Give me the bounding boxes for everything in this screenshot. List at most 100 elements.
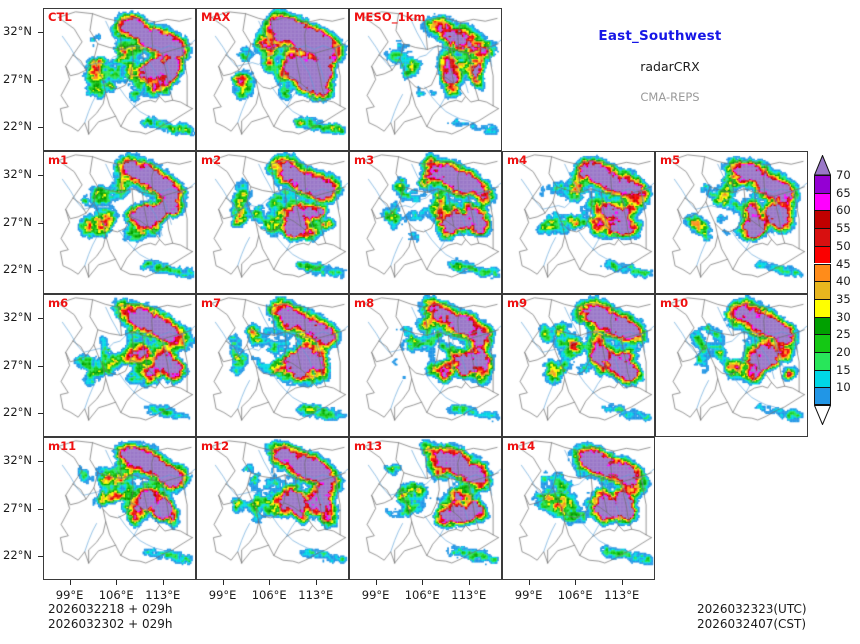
init-time-line-2: 2026032302 + 029h	[48, 617, 173, 631]
y-axis-tick	[38, 31, 43, 33]
colorbar-tick-label: 10	[836, 380, 851, 395]
x-axis-tick	[528, 580, 530, 585]
reflectivity-field	[44, 438, 195, 579]
reflectivity-field	[44, 152, 195, 293]
map-panel-m11[interactable]: m11	[43, 437, 196, 580]
colorbar-tick-label: 15	[836, 362, 851, 377]
reflectivity-field	[44, 9, 195, 150]
x-axis-tick	[422, 580, 424, 585]
map-panel-max[interactable]: MAX	[196, 8, 349, 151]
panel-label: m10	[660, 296, 689, 310]
reflectivity-field	[350, 438, 501, 579]
map-panel-m4[interactable]: m4	[502, 151, 655, 294]
x-axis-tick	[575, 580, 577, 585]
colorbar-tick-label: 40	[836, 274, 851, 289]
map-panel-m7[interactable]: m7	[196, 294, 349, 437]
x-axis-tick	[315, 580, 317, 585]
y-axis-label: 32°N	[3, 452, 32, 467]
map-panel-m13[interactable]: m13	[349, 437, 502, 580]
map-panel-m3[interactable]: m3	[349, 151, 502, 294]
colorbar-segment	[814, 210, 831, 229]
y-axis-label: 32°N	[3, 23, 32, 38]
reflectivity-field	[656, 152, 807, 293]
panel-label: MAX	[201, 10, 231, 24]
colorbar-segment	[814, 387, 831, 406]
colorbar-segment	[814, 192, 831, 211]
reflectivity-field	[350, 295, 501, 436]
x-axis-tick	[468, 580, 470, 585]
map-panel-m1[interactable]: m1	[43, 151, 196, 294]
y-axis-tick	[38, 127, 43, 129]
panel-label: m5	[660, 153, 681, 167]
y-axis-label: 22°N	[3, 548, 32, 563]
panel-label: MESO_1km	[354, 10, 426, 24]
y-axis-label: 22°N	[3, 262, 32, 277]
reflectivity-field	[503, 295, 654, 436]
colorbar-segment	[814, 245, 831, 264]
variable-subtitle: radarCRX	[640, 59, 700, 74]
colorbar-segment	[814, 352, 831, 370]
x-axis-tick	[116, 580, 118, 585]
panel-label: m11	[48, 439, 77, 453]
colorbar-segment	[814, 369, 831, 388]
map-panel-m14[interactable]: m14	[502, 437, 655, 580]
colorbar-tick-label: 65	[836, 185, 851, 200]
x-axis-label: 106°E	[404, 588, 440, 602]
panel-label: m13	[354, 439, 383, 453]
x-axis-label: 106°E	[557, 588, 593, 602]
y-axis-tick	[38, 460, 43, 462]
y-axis-tick	[38, 174, 43, 176]
reflectivity-field	[197, 9, 348, 150]
x-axis-label: 99°E	[208, 588, 237, 602]
colorbar-under-arrow	[813, 405, 832, 426]
y-axis-label: 22°N	[3, 119, 32, 134]
reflectivity-colorbar[interactable]: 70 65 60 55 50 45 40 35 30 25 20 15 10	[812, 154, 851, 438]
x-axis-label: 113°E	[604, 588, 640, 602]
x-axis-label: 106°E	[98, 588, 134, 602]
map-panel-m5[interactable]: m5	[655, 151, 808, 294]
panel-label: m1	[48, 153, 69, 167]
y-axis-tick	[38, 79, 43, 81]
map-panel-ctl[interactable]: CTL	[43, 8, 196, 151]
colorbar-segment	[814, 175, 831, 193]
colorbar-tick-label: 50	[836, 238, 851, 253]
model-name: CMA-REPS	[640, 90, 700, 104]
y-axis-tick	[38, 317, 43, 319]
y-axis-label: 27°N	[3, 357, 32, 372]
colorbar-tick-label: 70	[836, 168, 851, 182]
reflectivity-field	[197, 295, 348, 436]
map-panel-m12[interactable]: m12	[196, 437, 349, 580]
y-axis-tick	[38, 222, 43, 224]
reflectivity-field	[197, 152, 348, 293]
map-panel-m6[interactable]: m6	[43, 294, 196, 437]
x-axis-tick	[69, 580, 71, 585]
x-axis-tick	[375, 580, 377, 585]
map-panel-m10[interactable]: m10	[655, 294, 808, 437]
x-axis-label: 113°E	[298, 588, 334, 602]
map-panel-meso_1km[interactable]: MESO_1km	[349, 8, 502, 151]
reflectivity-field	[197, 438, 348, 579]
colorbar-tick-label: 30	[836, 309, 851, 324]
panel-label: m6	[48, 296, 69, 310]
x-axis-tick	[162, 580, 164, 585]
map-panel-m9[interactable]: m9	[502, 294, 655, 437]
colorbar-segment	[814, 298, 831, 317]
x-axis-label: 99°E	[55, 588, 84, 602]
colorbar-over-arrow	[813, 154, 832, 176]
reflectivity-field	[503, 152, 654, 293]
map-panel-m8[interactable]: m8	[349, 294, 502, 437]
valid-time-utc: 2026032323(UTC)	[697, 602, 807, 616]
colorbar-segment	[814, 228, 831, 246]
x-axis-tick	[269, 580, 271, 585]
panel-label: m2	[201, 153, 222, 167]
colorbar-segment	[814, 263, 831, 282]
map-panel-m2[interactable]: m2	[196, 151, 349, 294]
colorbar-segment	[814, 281, 831, 299]
panel-label: m7	[201, 296, 222, 310]
y-axis-label: 22°N	[3, 405, 32, 420]
x-axis-tick	[222, 580, 224, 585]
y-axis-label: 27°N	[3, 214, 32, 229]
panel-label: CTL	[48, 10, 72, 24]
x-axis-tick	[621, 580, 623, 585]
